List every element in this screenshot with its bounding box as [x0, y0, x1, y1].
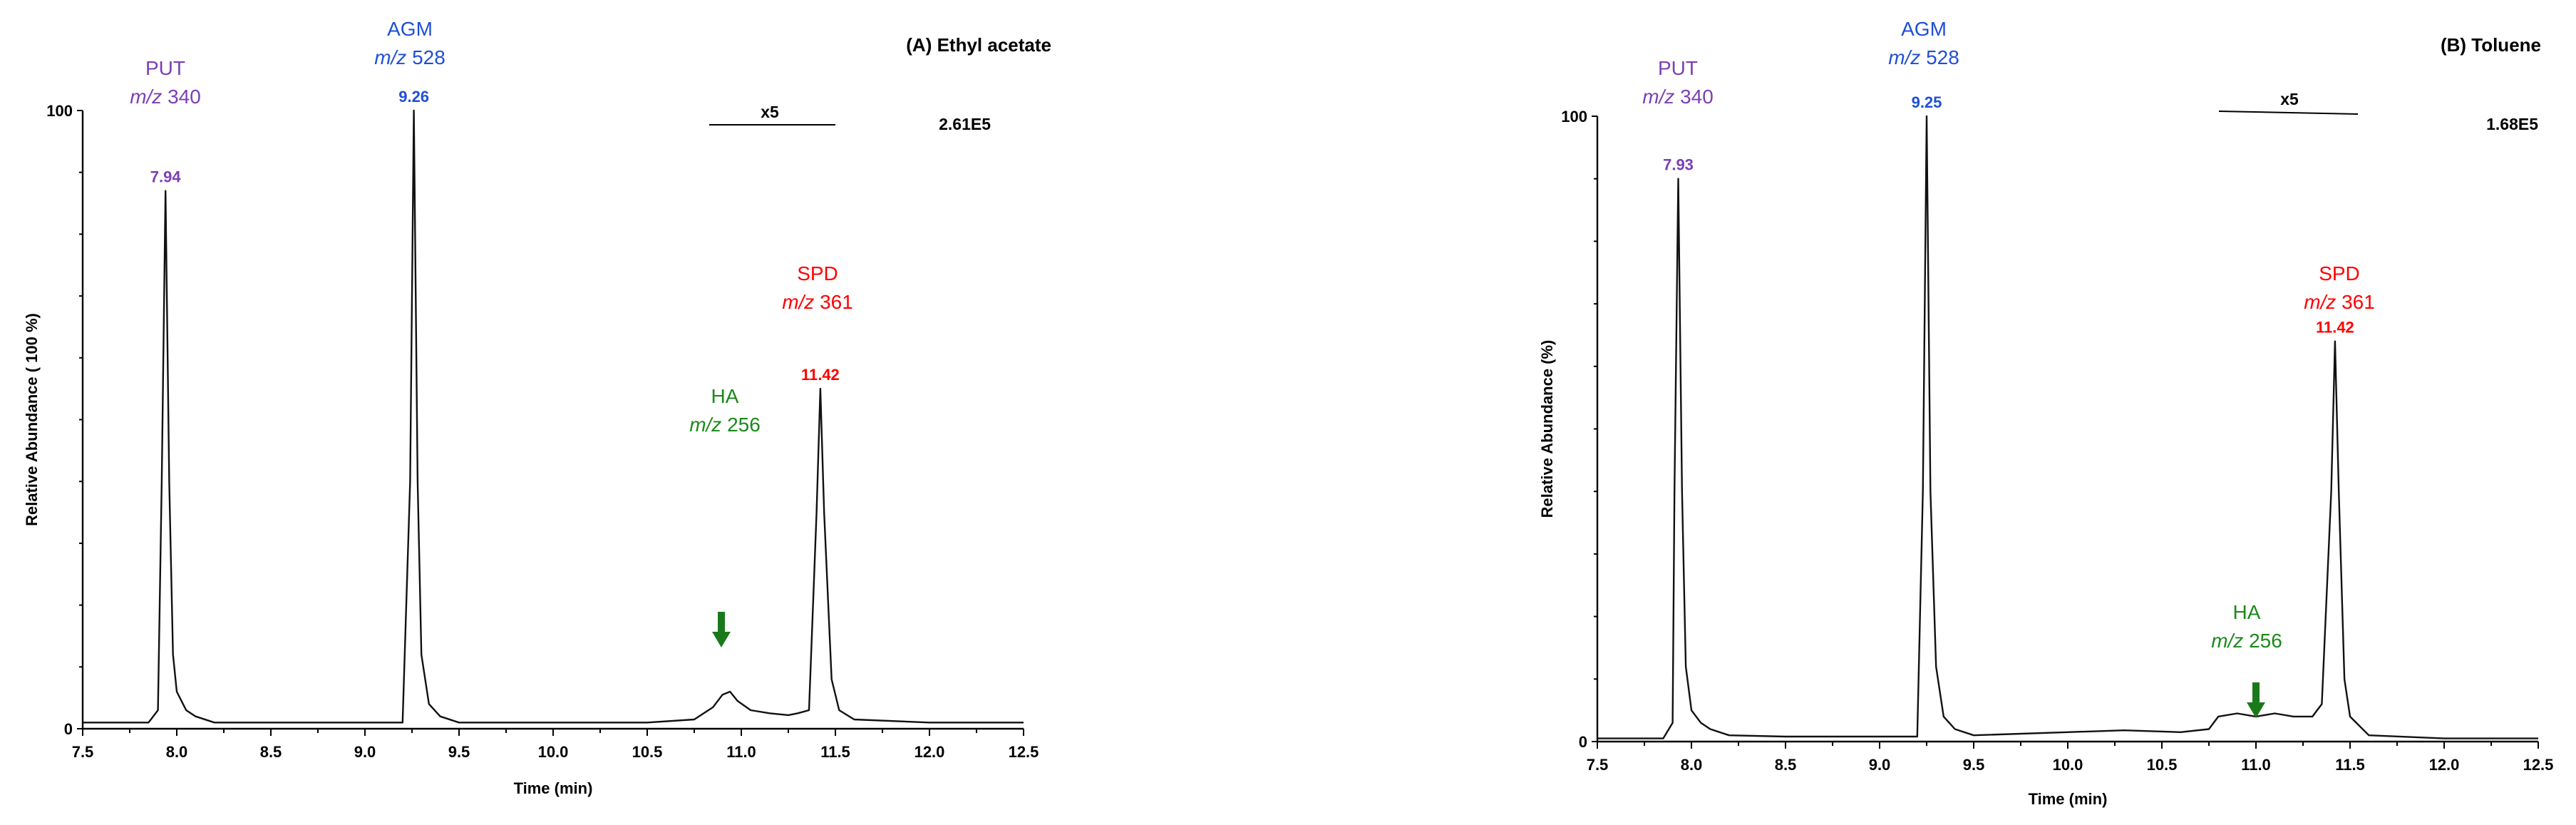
chromatogram-panel-a: 7.5 8.0 8.5 9.0 9.5 10.0 10.5 11.0 11.5 12.0 12.5 0… — [23, 18, 1051, 797]
mz-value: 340 — [1680, 86, 1714, 108]
mz-prefix: m/z — [130, 86, 168, 108]
compound-name: PUT — [145, 57, 185, 79]
compound-mz: m/z 361 — [782, 291, 853, 313]
compound-mz: m/z 528 — [1888, 46, 1959, 68]
compound-label-put: PUT m/z 340 — [130, 57, 201, 108]
x-tick-label: 7.5 — [72, 743, 94, 761]
mz-prefix: m/z — [1642, 86, 1680, 108]
mz-value: 340 — [168, 86, 201, 108]
arrow-shaft — [2252, 682, 2260, 704]
y-axis-title: Relative Abundance (%) — [1538, 340, 1556, 518]
compound-label-ha: HA m/z 256 — [2211, 601, 2282, 652]
compound-label-agm: AGM m/z 528 — [1888, 18, 1959, 68]
x-tick-label: 10.0 — [538, 743, 569, 761]
x-tick-label: 11.0 — [2241, 756, 2271, 774]
mz-value: 361 — [2341, 291, 2375, 313]
chromatogram-trace — [83, 109, 1024, 724]
mz-value: 528 — [412, 46, 445, 68]
panel-title: (B) Toluene — [2441, 34, 2541, 56]
mz-prefix: m/z — [689, 414, 727, 436]
y-tick-label: 100 — [1561, 108, 1587, 125]
magnification-label: x5 — [761, 103, 779, 121]
compound-label-spd: SPD m/z 361 — [782, 262, 853, 313]
mz-prefix: m/z — [782, 291, 820, 313]
chromatogram-b: 7.5 8.0 8.5 9.0 9.5 10.0 10.5 11.0 11.5 12.0 12.5 0… — [1538, 18, 2554, 808]
x-tick-label: 9.0 — [1869, 756, 1891, 774]
x-tick-label: 10.0 — [2053, 756, 2083, 774]
mz-prefix: m/z — [2211, 630, 2249, 652]
arrow-shaft — [718, 612, 725, 633]
x-tick-label: 9.5 — [448, 743, 470, 761]
compound-mz: m/z 528 — [374, 46, 445, 68]
x-tick-label: 8.0 — [1681, 756, 1703, 774]
x-tick-label: 10.5 — [632, 743, 663, 761]
x-tick-label: 11.5 — [2335, 756, 2365, 774]
x-tick-label: 11.0 — [726, 743, 756, 761]
x-tick-label: 10.5 — [2147, 756, 2178, 774]
compound-name: HA — [2233, 601, 2261, 623]
compound-mz: m/z 256 — [2211, 630, 2282, 652]
retention-time-label: 7.93 — [1663, 156, 1694, 174]
base-peak-intensity: 1.68E5 — [2486, 115, 2538, 133]
compound-mz: m/z 340 — [1642, 86, 1714, 108]
x-tick-label: 9.0 — [354, 743, 376, 761]
y-tick-label: 0 — [64, 720, 73, 738]
compound-mz: m/z 340 — [130, 86, 201, 108]
retention-time-label: 11.42 — [2316, 319, 2354, 337]
compound-name: SPD — [2319, 262, 2360, 285]
x-tick-label: 9.5 — [1963, 756, 1985, 774]
chromatogram-a: 7.5 8.0 8.5 9.0 9.5 10.0 10.5 11.0 11.5 12.0 12.5 0… — [23, 18, 1051, 797]
down-arrow-icon — [712, 612, 731, 647]
x-tick-label: 8.0 — [166, 743, 188, 761]
y-tick-label: 100 — [46, 102, 73, 120]
base-peak-intensity: 2.61E5 — [939, 115, 991, 133]
arrow-head — [2247, 702, 2265, 718]
compound-label-agm: AGM m/z 528 — [374, 18, 445, 68]
chromatogram-panel-b: 7.5 8.0 8.5 9.0 9.5 10.0 10.5 11.0 11.5 12.0 12.5 0… — [1288, 0, 2576, 825]
y-axis-title: Relative Abundance ( 100 %) — [23, 313, 41, 526]
mz-prefix: m/z — [374, 46, 412, 68]
compound-mz: m/z 361 — [2304, 291, 2375, 313]
compound-name: PUT — [1658, 57, 1698, 79]
panel-title: (A) Ethyl acetate — [906, 34, 1051, 56]
compound-name: HA — [711, 385, 739, 407]
compound-name: AGM — [387, 18, 433, 40]
mz-value: 361 — [820, 291, 853, 313]
x-tick-label: 12.0 — [2429, 756, 2460, 774]
compound-label-ha: HA m/z 256 — [689, 385, 761, 436]
x-tick-label: 12.5 — [1009, 743, 1039, 761]
mz-prefix: m/z — [2304, 291, 2341, 313]
mz-prefix: m/z — [1888, 46, 1926, 68]
retention-time-label: 11.42 — [801, 366, 840, 384]
compound-label-put: PUT m/z 340 — [1642, 57, 1714, 108]
x-axis-title: Time (min) — [514, 779, 593, 797]
magnification-label: x5 — [2280, 90, 2299, 108]
mz-value: 528 — [1926, 46, 1959, 68]
retention-time-label: 9.25 — [1912, 93, 1942, 111]
y-tick-label: 0 — [1579, 733, 1587, 751]
down-arrow-icon — [2247, 682, 2265, 718]
compound-name: AGM — [1901, 18, 1947, 40]
compound-label-spd: SPD m/z 361 — [2304, 262, 2375, 313]
magnification-line — [2218, 111, 2359, 115]
mz-value: 256 — [727, 414, 761, 436]
x-tick-label: 12.0 — [915, 743, 945, 761]
x-tick-label: 8.5 — [1775, 756, 1797, 774]
mz-value: 256 — [2249, 630, 2282, 652]
x-tick-label: 7.5 — [1587, 756, 1609, 774]
x-tick-label: 11.5 — [820, 743, 850, 761]
arrow-head — [712, 632, 731, 647]
compound-mz: m/z 256 — [689, 414, 761, 436]
chromatogram-trace — [1597, 115, 2538, 739]
retention-time-label: 7.94 — [150, 168, 182, 186]
retention-time-label: 9.26 — [398, 88, 429, 106]
x-tick-label: 8.5 — [260, 743, 282, 761]
x-tick-label: 12.5 — [2523, 756, 2554, 774]
x-axis-title: Time (min) — [2029, 790, 2108, 808]
compound-name: SPD — [797, 262, 838, 285]
